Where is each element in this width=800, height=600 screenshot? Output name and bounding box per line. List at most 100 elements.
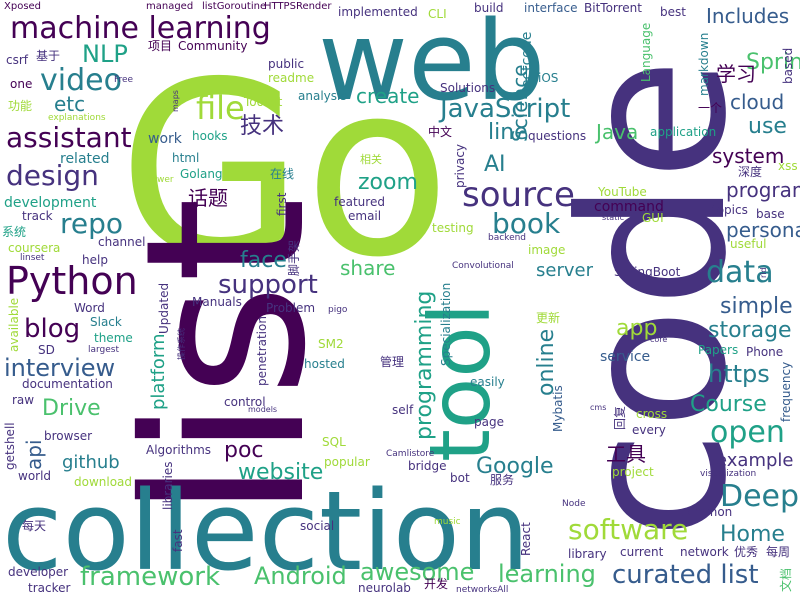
word-implemented: implemented xyxy=(338,5,418,19)
word-ji-shu: 技术 xyxy=(240,114,285,139)
word-cli: CLI xyxy=(428,7,447,21)
word-topics: topics xyxy=(712,203,748,217)
word-available: available xyxy=(7,297,21,352)
word-ios: iOS xyxy=(538,71,559,85)
word-one: one xyxy=(10,77,33,91)
word-react: React xyxy=(519,522,533,556)
word-system: system xyxy=(712,144,785,168)
word-deep: Deep xyxy=(720,479,800,514)
word-papers: Papers xyxy=(698,343,739,357)
word-tracker: tracker xyxy=(28,581,71,595)
word-you-xiu: 优秀 xyxy=(734,545,759,559)
word-manuals: Manuals xyxy=(192,295,242,309)
word-simple: simple xyxy=(720,294,793,319)
word-guan-li: 管理 xyxy=(380,355,405,369)
word-node: Node xyxy=(562,499,586,509)
word-common: common xyxy=(680,505,733,519)
word-collection: collection xyxy=(2,467,530,595)
word-build: build xyxy=(474,1,504,15)
word-web: web xyxy=(318,0,546,125)
word-repo: repo xyxy=(60,207,124,240)
word-youtube: YouTube xyxy=(598,185,647,199)
word-create: create xyxy=(356,84,420,108)
word-assistant: assistant xyxy=(6,121,132,154)
word-gong-ju: 工具 xyxy=(606,442,646,466)
word-interface: interface xyxy=(524,1,578,15)
word-html: html xyxy=(172,151,200,165)
word-raw: raw xyxy=(12,393,35,407)
word-page: page xyxy=(474,415,504,429)
word-application: application xyxy=(650,125,717,139)
word-use: use xyxy=(748,114,787,139)
word-pigo: pigo xyxy=(328,305,348,315)
word-learning: learning xyxy=(498,560,596,588)
word-design: design xyxy=(6,159,99,192)
word-platform: platform xyxy=(148,333,169,410)
word-library: library xyxy=(568,547,607,561)
word-poc: poc xyxy=(224,438,264,463)
word-xue-xi: 学习 xyxy=(716,62,756,86)
word-neurolab: neurolab xyxy=(358,581,411,595)
word-backend: backend xyxy=(488,233,527,243)
word-testing: testing xyxy=(432,221,474,235)
word-mei-zhou: 每周 xyxy=(766,545,791,559)
word-channel: channel xyxy=(98,235,146,249)
word-solutions: Solutions xyxy=(440,81,496,95)
word-explanations: explanations xyxy=(48,113,106,123)
word-static: static xyxy=(602,213,624,222)
word-framework: framework xyxy=(80,562,221,592)
word-machine-learning: machine learning xyxy=(10,11,271,46)
word-sql: SQL xyxy=(322,435,346,449)
word-phone: Phone xyxy=(746,345,784,359)
word-jiao-shou-jia: 脚手架 xyxy=(287,239,301,276)
word-control: control xyxy=(224,395,266,409)
word-face: face xyxy=(240,248,287,273)
word-data: data xyxy=(706,255,774,290)
word-slack: Slack xyxy=(90,315,122,329)
word-analysis: analysis xyxy=(298,89,347,103)
word-share: share xyxy=(340,256,396,280)
word-largest: largest xyxy=(88,345,120,355)
word-questions: questions xyxy=(528,129,587,143)
word-email: email xyxy=(348,209,382,223)
word-interview: interview xyxy=(4,354,116,382)
word-coursera: coursera xyxy=(8,241,61,255)
word-cross: cross xyxy=(636,407,668,421)
word-browser: browser xyxy=(44,429,93,443)
word-fast: fast xyxy=(171,529,185,552)
word-source: source xyxy=(462,175,575,215)
word-public: public xyxy=(268,57,305,71)
word-programming: programming xyxy=(412,290,437,440)
word-download: download xyxy=(74,475,133,489)
word-work: work xyxy=(148,131,182,147)
word-kai-fa: 开发 xyxy=(424,577,449,591)
word-zoom: zoom xyxy=(358,170,418,195)
word-command: command xyxy=(594,199,664,215)
word-managed: managed xyxy=(146,1,194,12)
word-best: best xyxy=(660,5,686,19)
word-visualization: visualization xyxy=(700,469,757,479)
word-geng-xin: 更新 xyxy=(536,311,561,325)
word-awesome: awesome xyxy=(360,558,475,586)
word-httpsrender: HTTPSRender xyxy=(264,1,332,12)
word-personal: personal xyxy=(726,218,800,242)
word-current: current xyxy=(620,545,664,559)
word-updated: Updated xyxy=(157,282,171,334)
word-world: world xyxy=(18,469,52,483)
word-frequency: frequency xyxy=(779,361,793,422)
word-gui: GUI xyxy=(642,211,664,225)
word-maps: maps xyxy=(171,90,180,112)
word-github: github xyxy=(62,452,120,473)
word-storage: storage xyxy=(708,318,792,343)
word-xiang-guan: 相关 xyxy=(360,153,382,166)
word-java: Java xyxy=(596,120,639,144)
word-course: Course xyxy=(690,392,767,417)
word-penetration: penetration xyxy=(255,316,269,386)
word-social: social xyxy=(300,519,335,533)
word-algorithms: Algorithms xyxy=(146,443,212,457)
word-networksall: networksAll xyxy=(456,585,509,595)
word-file: file xyxy=(196,89,245,127)
word-self: self xyxy=(392,403,414,417)
word-libraries: libraries xyxy=(161,461,175,510)
word-specialization: Specialization xyxy=(439,282,453,366)
